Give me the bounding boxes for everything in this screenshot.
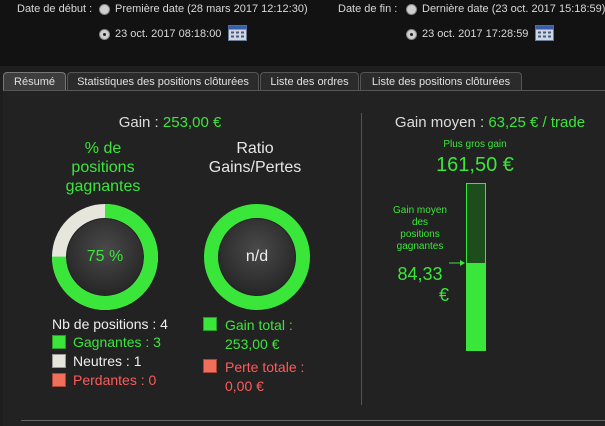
win-rate-title-line1: % de xyxy=(84,140,122,157)
neutral-count: Neutres : 1 xyxy=(73,353,142,369)
avg-win-label-line2: des xyxy=(411,217,429,228)
tab-orders-list[interactable]: Liste des ordres xyxy=(260,72,359,91)
win-rate-ring xyxy=(52,204,158,310)
end-last-date-option[interactable]: Dernière date (23 oct. 2017 15:18:59) xyxy=(422,3,605,15)
tab-resume[interactable]: Résumé xyxy=(3,72,66,91)
ratio-ring-track xyxy=(204,204,310,310)
win-rate-ring-core xyxy=(67,219,143,295)
gain-value: 253,00 € xyxy=(162,114,222,131)
win-rate-title-line3: gagnantes xyxy=(65,178,141,195)
total-loss-value: 0,00 € xyxy=(225,378,264,394)
average-gain-gauge xyxy=(466,183,486,351)
end-last-date-radio[interactable] xyxy=(406,4,417,15)
start-calendar-icon[interactable] xyxy=(228,24,247,41)
total-gain-swatch xyxy=(203,317,217,331)
ratio-value: n/d xyxy=(245,248,269,265)
tab-closed-positions-stats[interactable]: Statistiques des positions clôturées xyxy=(67,72,259,91)
start-first-date-radio[interactable] xyxy=(99,4,110,15)
avg-win-label-line3: positions xyxy=(400,229,440,240)
avg-win-label: Gain moyen des positions gagnantes xyxy=(380,205,460,253)
avg-win-value-currency: € xyxy=(438,285,449,305)
average-value: 63,25 € / trade xyxy=(488,114,586,131)
date-filter-bar: Date de début : Première date (28 mars 2… xyxy=(0,0,605,66)
end-custom-date-radio[interactable] xyxy=(406,29,417,40)
avg-win-value-number: 84,33 xyxy=(397,264,443,284)
avg-win-arrow-icon xyxy=(449,260,465,266)
win-rate-value: 75 % xyxy=(86,248,124,265)
ratio-title-line2: Gains/Pertes xyxy=(208,159,302,176)
positions-count: Nb de positions : 4 xyxy=(52,316,168,332)
biggest-gain-value: 161,50 € xyxy=(436,154,514,176)
win-rate-title-line2: positions xyxy=(71,159,135,176)
total-gain: Gain total : 253,00 € xyxy=(225,316,293,354)
average-label: Gain moyen : xyxy=(394,114,485,131)
gain-label: Gain : xyxy=(118,114,159,131)
total-gain-value: 253,00 € xyxy=(225,336,280,352)
ratio-ring-core xyxy=(219,219,295,295)
end-custom-date[interactable]: 23 oct. 2017 17:28:59 xyxy=(422,28,529,40)
winners-count: Gagnantes : 3 xyxy=(73,334,161,350)
total-loss-label: Perte totale : xyxy=(225,359,305,375)
total-gain-label: Gain total : xyxy=(225,317,293,333)
gain-header: Gain : 253,00 € xyxy=(3,114,337,131)
vertical-divider xyxy=(361,113,362,405)
start-date-label: Date de début : xyxy=(17,3,93,15)
start-custom-date[interactable]: 23 oct. 2017 08:18:00 xyxy=(115,28,222,40)
start-first-date-option[interactable]: Première date (28 mars 2017 12:12:30) xyxy=(115,3,308,15)
ratio-title-line1: Ratio xyxy=(236,140,274,157)
losers-swatch xyxy=(52,373,66,387)
avg-win-label-line4: gagnantes xyxy=(396,241,444,252)
win-rate-title: % de positions gagnantes xyxy=(53,139,153,196)
winners-swatch xyxy=(52,335,66,349)
start-custom-date-radio[interactable] xyxy=(99,29,110,40)
end-calendar-icon[interactable] xyxy=(535,24,554,41)
tab-closed-positions-list[interactable]: Liste des positions clôturées xyxy=(360,72,522,91)
neutral-swatch xyxy=(52,354,66,368)
summary-panel: Gain : 253,00 € % de positions gagnantes… xyxy=(3,90,605,426)
end-date-label: Date de fin : xyxy=(338,3,398,15)
ratio-title: Ratio Gains/Pertes xyxy=(200,139,310,177)
total-loss: Perte totale : 0,00 € xyxy=(225,358,304,396)
bottom-divider xyxy=(21,420,605,421)
total-loss-swatch xyxy=(203,359,217,373)
avg-win-label-line1: Gain moyen xyxy=(393,205,447,216)
average-gain-gauge-fill xyxy=(467,263,485,350)
losers-count: Perdantes : 0 xyxy=(73,372,157,388)
ratio-ring xyxy=(204,204,310,310)
win-rate-ring-arc xyxy=(52,204,158,310)
average-header: Gain moyen : 63,25 € / trade xyxy=(375,114,605,131)
avg-win-value: 84,33 € xyxy=(388,264,452,306)
biggest-gain-label: Plus gros gain xyxy=(443,139,507,150)
